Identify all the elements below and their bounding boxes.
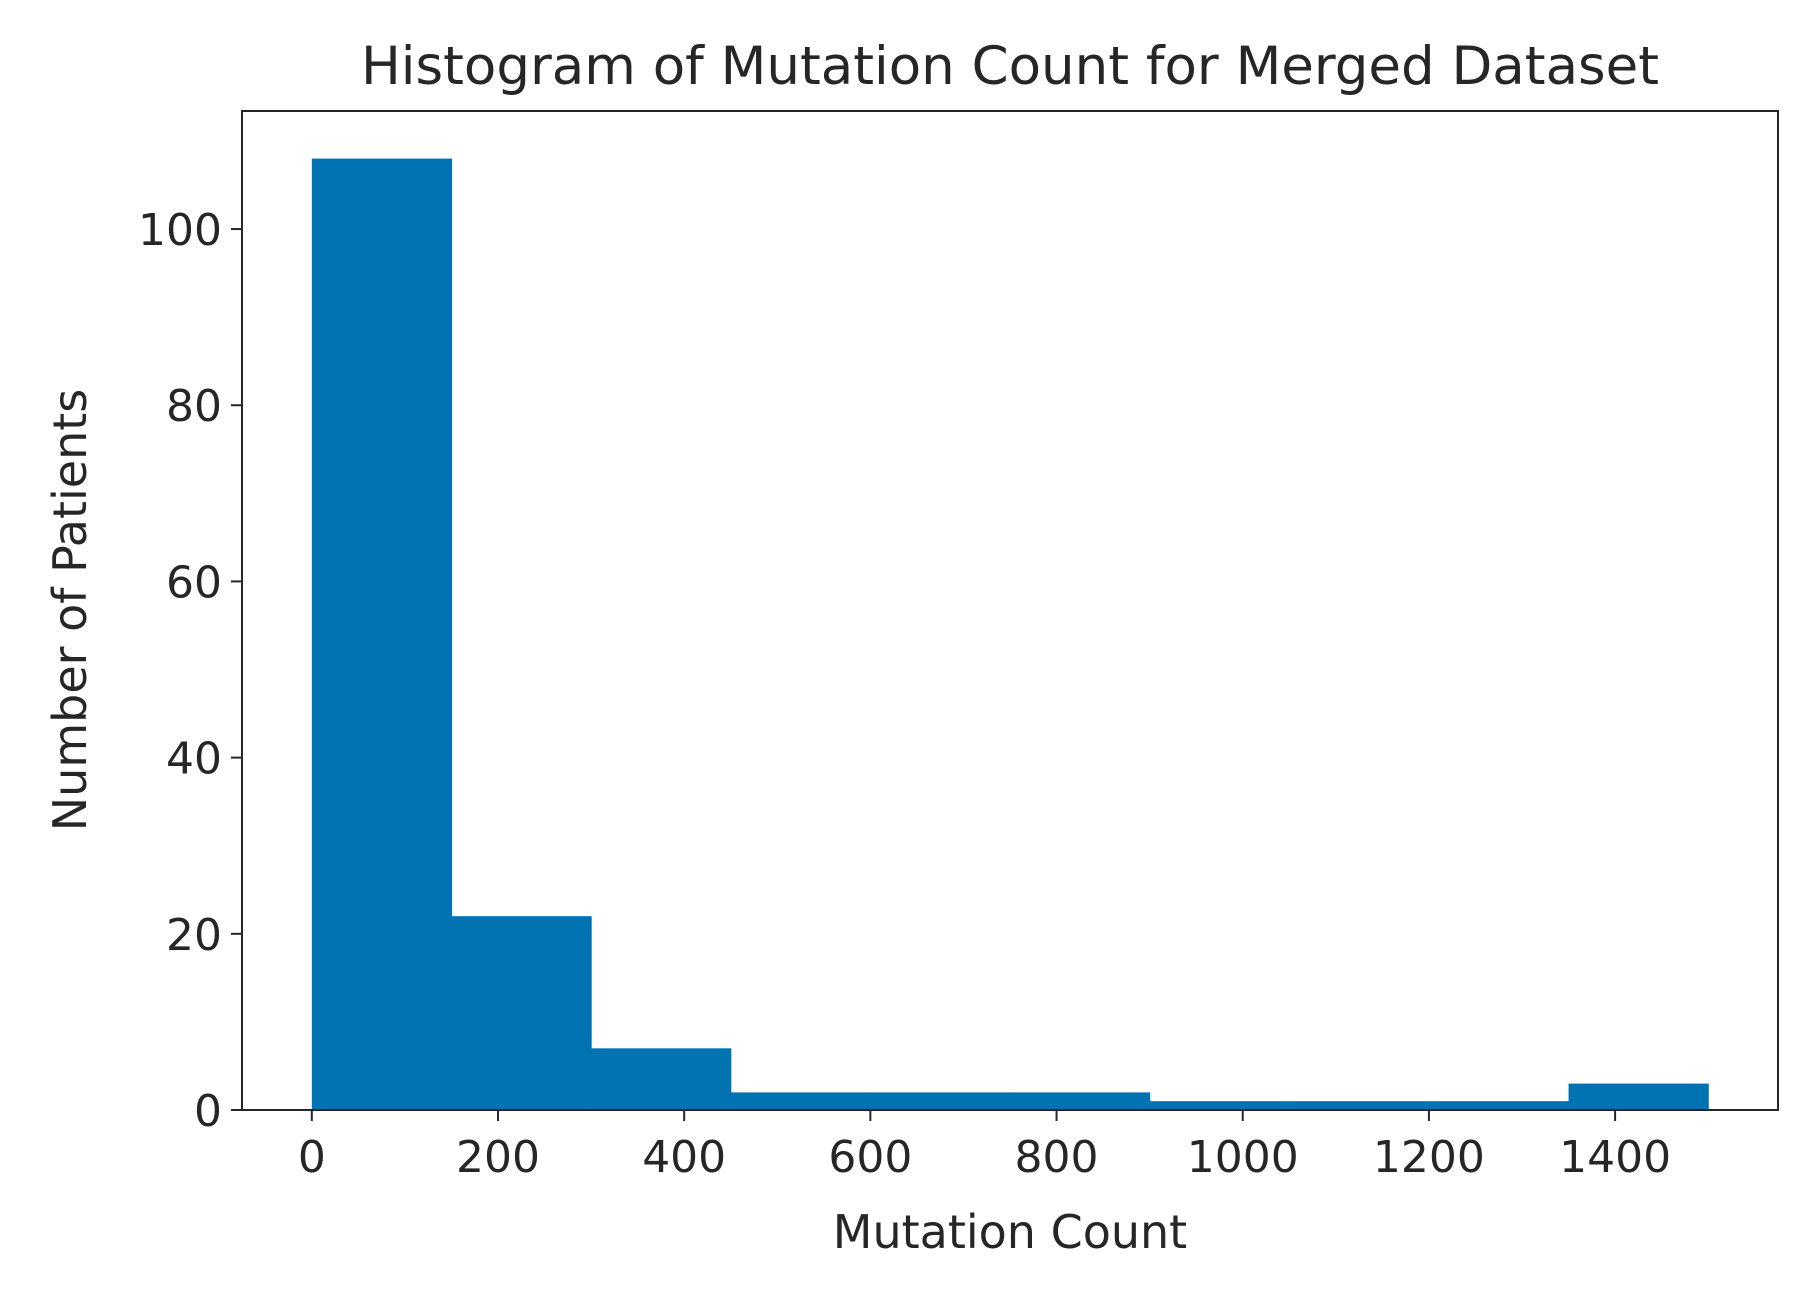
y-tick-label: 100 — [138, 205, 222, 256]
y-axis-label: Number of Patients — [43, 389, 97, 832]
y-tick-label: 20 — [166, 910, 222, 961]
y-tick-label: 60 — [166, 557, 222, 608]
x-tick-label: 1000 — [1187, 1132, 1299, 1183]
x-tick-label: 200 — [456, 1132, 540, 1183]
histogram-bar — [730, 1092, 871, 1110]
histogram-bar — [591, 1048, 732, 1110]
y-tick-label: 0 — [194, 1086, 222, 1137]
x-axis-ticks: 0 200 400 600 800 1000 1200 1400 — [298, 1110, 1671, 1183]
x-tick-label: 600 — [828, 1132, 912, 1183]
x-tick-label: 1200 — [1373, 1132, 1485, 1183]
histogram-bar — [1428, 1101, 1570, 1110]
histogram-bars — [311, 158, 1709, 1110]
y-axis-ticks: 0 20 40 60 80 100 — [138, 205, 242, 1137]
x-axis-label: Mutation Count — [833, 1205, 1187, 1259]
histogram-bar — [1289, 1101, 1430, 1110]
histogram-bar — [311, 158, 453, 1110]
histogram-bar — [1149, 1101, 1290, 1110]
histogram-bar — [451, 916, 592, 1110]
plot-frame — [241, 110, 1779, 1111]
y-tick-label: 80 — [166, 381, 222, 432]
histogram-bar — [870, 1092, 1011, 1110]
x-tick-label: 0 — [298, 1132, 326, 1183]
y-tick-label: 40 — [166, 734, 222, 785]
x-tick-label: 800 — [1015, 1132, 1099, 1183]
x-tick-label: 400 — [642, 1132, 726, 1183]
histogram-bar — [1010, 1092, 1151, 1110]
histogram-bar — [1568, 1083, 1709, 1110]
chart-title: Histogram of Mutation Count for Merged D… — [361, 36, 1659, 97]
x-tick-label: 1400 — [1559, 1132, 1671, 1183]
